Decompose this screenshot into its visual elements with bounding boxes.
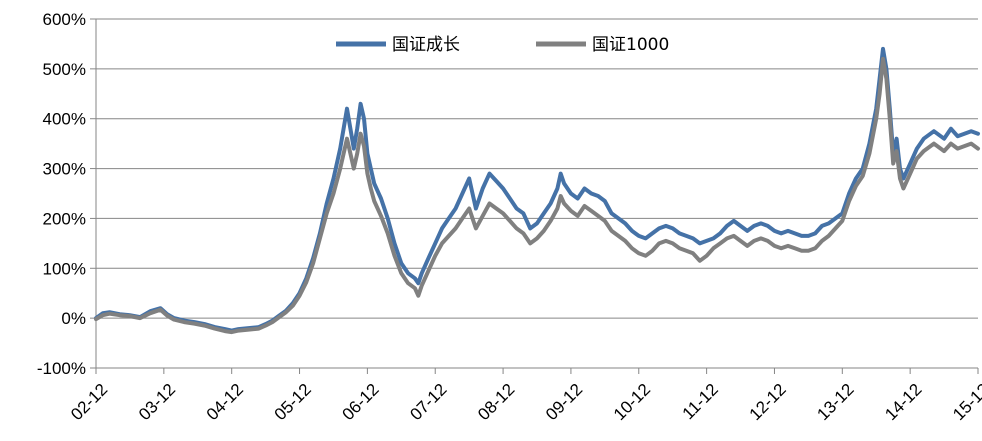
legend-label: 国证1000 [592,35,669,55]
y-tick-label: 600% [43,10,86,29]
series-lines [94,46,980,335]
y-tick-label: -100% [37,359,86,378]
y-tick-label: 300% [43,160,86,179]
series-line-1 [94,56,980,335]
y-tick-label: 400% [43,110,86,129]
y-tick-label: 200% [43,209,86,228]
y-tick-label: 100% [43,259,86,278]
legend: 国证成长 国证1000 [336,35,669,55]
y-tick-label: 500% [43,60,86,79]
y-tick-label: 0% [61,309,86,328]
legend-label: 国证成长 [392,35,460,55]
